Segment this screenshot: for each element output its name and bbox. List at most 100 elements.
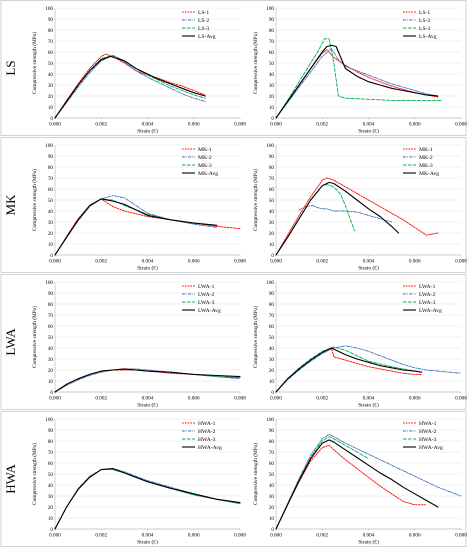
- series-line-lwa-avg: [275, 347, 423, 393]
- x-tick-label: 0.004: [142, 259, 154, 265]
- y-tick-label: 10: [48, 242, 54, 248]
- row-label: HWA: [3, 464, 18, 494]
- y-tick-label: 90: [48, 154, 54, 160]
- y-tick-label: 20: [269, 368, 275, 374]
- legend-label: LS-2: [198, 18, 209, 24]
- y-axis-label: Compressive strength (MPa): [31, 32, 38, 94]
- y-tick-label: 50: [48, 61, 54, 67]
- legend-label: HWA-3: [419, 437, 437, 443]
- series-line-lwa-2: [54, 368, 241, 393]
- x-axis-label: Strain (Ɛ): [137, 128, 158, 135]
- y-tick-label: 20: [48, 505, 54, 511]
- y-tick-label: 20: [269, 505, 275, 511]
- x-tick-label: 0.000: [49, 122, 61, 128]
- x-tick-label: 0.008: [234, 396, 246, 402]
- row-frame-mk: [0, 137, 467, 273]
- legend-label: HWA-Avg: [198, 445, 222, 451]
- legend-label: LS-2: [419, 18, 430, 24]
- y-tick-label: 70: [269, 39, 275, 45]
- chart-panel: 0 10 20 30 40 50 60 70 80 90 100 0.000 0.002 0.004 0.0…: [252, 417, 467, 546]
- series-line-lwa-avg: [54, 368, 241, 393]
- y-tick-label: 0: [271, 527, 274, 533]
- legend-label: HWA-2: [419, 429, 437, 435]
- legend-label: MK-2: [419, 155, 433, 161]
- y-tick-label: 0: [50, 253, 53, 259]
- series-line-hwa-1: [275, 444, 427, 530]
- y-tick-label: 80: [269, 439, 275, 445]
- x-axis-label: Strain (Ɛ): [137, 539, 158, 546]
- x-tick-label: 0.006: [409, 396, 421, 402]
- legend-label: MK-2: [198, 155, 212, 161]
- legend-label: LS-Avg: [198, 34, 216, 40]
- y-tick-label: 50: [48, 198, 54, 204]
- y-tick-label: 70: [48, 450, 54, 456]
- legend-label: LWA-Avg: [419, 308, 442, 314]
- legend-label: LWA-1: [198, 284, 215, 290]
- chart-panel: 0 10 20 30 40 50 60 70 80 90 100 0.000 0.002 0.004 0.0…: [31, 280, 246, 409]
- x-tick-label: 0.008: [455, 533, 467, 539]
- series-line-hwa-1: [54, 469, 241, 530]
- series-line-ls-1: [54, 53, 206, 119]
- x-tick-label: 0.008: [455, 396, 467, 402]
- y-tick-label: 30: [269, 83, 275, 89]
- y-tick-label: 0: [271, 116, 274, 122]
- series-line-lwa-3: [275, 346, 416, 393]
- x-axis-label: Strain (Ɛ): [358, 539, 379, 546]
- y-tick-label: 0: [50, 116, 53, 122]
- y-tick-label: 100: [45, 280, 53, 286]
- y-tick-label: 30: [269, 494, 275, 500]
- legend-label: MK-1: [198, 147, 212, 153]
- legend-label: MK-3: [198, 163, 212, 169]
- y-tick-label: 90: [48, 17, 54, 23]
- row-frame-ls: [0, 0, 467, 136]
- x-axis-label: Strain (Ɛ): [137, 265, 158, 272]
- series-line-mk-avg: [275, 181, 400, 256]
- y-tick-label: 40: [269, 346, 275, 352]
- y-tick-label: 80: [48, 439, 54, 445]
- x-tick-label: 0.004: [142, 396, 154, 402]
- legend-label: LWA-2: [198, 292, 215, 298]
- y-tick-label: 40: [48, 72, 54, 78]
- x-tick-label: 0.006: [409, 122, 421, 128]
- y-tick-label: 10: [269, 105, 275, 111]
- y-tick-label: 60: [269, 324, 275, 330]
- y-tick-label: 100: [266, 143, 274, 149]
- y-tick-label: 10: [48, 105, 54, 111]
- y-tick-label: 40: [48, 346, 54, 352]
- y-tick-label: 0: [50, 390, 53, 396]
- y-tick-label: 0: [271, 253, 274, 259]
- x-tick-label: 0.008: [234, 259, 246, 265]
- y-tick-label: 100: [45, 143, 53, 149]
- y-tick-label: 90: [48, 428, 54, 434]
- x-tick-label: 0.004: [363, 396, 375, 402]
- legend-label: HWA-1: [198, 421, 216, 427]
- y-tick-label: 100: [266, 6, 274, 12]
- y-tick-label: 10: [48, 516, 54, 522]
- y-tick-label: 30: [48, 494, 54, 500]
- y-tick-label: 40: [48, 483, 54, 489]
- x-tick-label: 0.002: [316, 122, 328, 128]
- row-label: MK: [3, 194, 18, 216]
- legend-label: LWA-3: [419, 300, 436, 306]
- chart-panel: 0 10 20 30 40 50 60 70 80 90 100 0.000 0.002 0.004 0.0…: [252, 280, 467, 409]
- y-tick-label: 10: [269, 379, 275, 385]
- x-tick-label: 0.000: [270, 396, 282, 402]
- y-axis-label: Compressive strength (MPa): [252, 443, 259, 505]
- y-axis-label: Compressive strength (MPa): [31, 443, 38, 505]
- x-tick-label: 0.008: [234, 122, 246, 128]
- x-tick-label: 0.004: [363, 259, 375, 265]
- chart-panel: 0 10 20 30 40 50 60 70 80 90 100 0.000 0.002 0.004 0.0…: [252, 143, 467, 272]
- x-tick-label: 0.002: [95, 122, 107, 128]
- x-axis-label: Strain (Ɛ): [358, 265, 379, 272]
- y-tick-label: 70: [269, 176, 275, 182]
- y-tick-label: 100: [266, 417, 274, 423]
- y-tick-label: 90: [269, 154, 275, 160]
- y-tick-label: 50: [269, 472, 275, 478]
- x-tick-label: 0.006: [188, 533, 200, 539]
- series-line-mk-3: [275, 184, 356, 256]
- y-tick-label: 50: [48, 472, 54, 478]
- chart-panel: 0 10 20 30 40 50 60 70 80 90 100 0.000 0.002 0.004 0.0…: [31, 417, 246, 546]
- y-tick-label: 10: [48, 379, 54, 385]
- y-axis-label: Compressive strength (MPa): [252, 306, 259, 368]
